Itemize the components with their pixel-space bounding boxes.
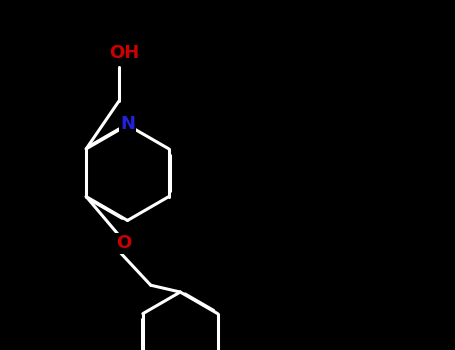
Text: N: N bbox=[120, 115, 135, 133]
Text: OH: OH bbox=[109, 44, 140, 62]
Text: O: O bbox=[116, 234, 131, 252]
